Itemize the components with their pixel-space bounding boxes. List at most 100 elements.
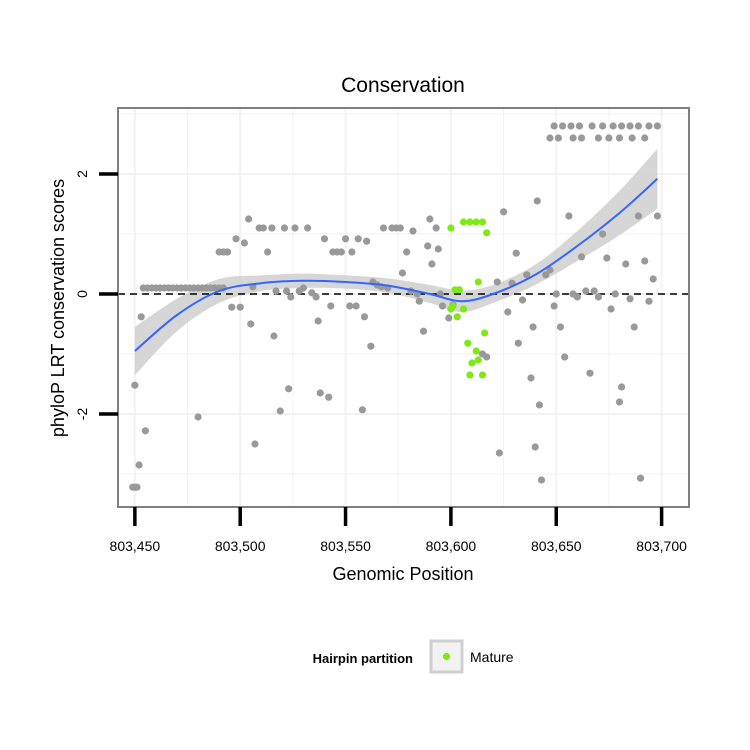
- other-point: [626, 295, 634, 303]
- other-point: [304, 224, 312, 232]
- other-point: [240, 239, 249, 247]
- other-point: [645, 297, 653, 305]
- other-point: [135, 461, 143, 469]
- legend: Hairpin partition Mature: [313, 639, 514, 674]
- other-point: [409, 227, 417, 235]
- other-point: [316, 389, 324, 397]
- smooth-curve: [134, 178, 659, 352]
- other-point: [194, 413, 202, 421]
- x-tick-label: 803,450: [110, 538, 161, 554]
- mature-point: [455, 286, 463, 294]
- ribbon-band: [134, 148, 658, 375]
- mature-point: [453, 313, 461, 321]
- other-point: [537, 476, 546, 484]
- other-point: [228, 303, 236, 311]
- other-point: [573, 293, 581, 301]
- mature-point: [459, 305, 468, 313]
- other-point: [282, 287, 291, 295]
- other-point: [567, 122, 575, 130]
- other-point: [247, 320, 255, 328]
- chart-title: Conservation: [341, 74, 465, 97]
- legend-key-mature: [429, 639, 464, 674]
- other-point: [396, 224, 404, 232]
- y-tick-label: 2: [74, 170, 90, 178]
- other-point: [518, 296, 527, 304]
- other-point: [594, 134, 602, 142]
- other-point: [141, 427, 149, 435]
- other-point: [415, 297, 423, 305]
- other-point: [285, 385, 293, 393]
- data-points: [129, 122, 661, 491]
- other-point: [419, 327, 428, 335]
- other-point: [280, 224, 289, 232]
- other-point: [626, 122, 634, 130]
- other-point: [527, 374, 535, 382]
- other-point: [649, 275, 657, 283]
- other-point: [499, 208, 508, 216]
- other-point: [272, 287, 280, 295]
- other-point: [352, 302, 360, 310]
- other-point: [312, 293, 320, 301]
- other-point: [276, 407, 284, 415]
- other-point: [445, 314, 453, 322]
- smooth-line: [134, 178, 659, 352]
- other-point: [628, 134, 636, 142]
- other-point: [611, 290, 619, 298]
- other-point: [268, 224, 276, 232]
- x-tick-label: 803,500: [215, 538, 266, 554]
- mature-point: [464, 339, 472, 347]
- other-point: [426, 215, 434, 223]
- other-point: [379, 224, 388, 232]
- legend-label-mature: Mature: [470, 649, 514, 665]
- other-point: [529, 323, 537, 331]
- mature-point: [449, 302, 457, 310]
- other-point: [325, 393, 333, 401]
- mature-point: [468, 359, 476, 367]
- other-point: [432, 224, 440, 232]
- mature-point: [466, 218, 474, 226]
- other-point: [483, 353, 491, 361]
- other-point: [569, 134, 577, 142]
- other-point: [424, 242, 432, 250]
- other-point: [493, 278, 501, 286]
- other-point: [603, 254, 611, 262]
- other-point: [270, 332, 278, 340]
- other-point: [617, 122, 626, 130]
- other-point: [558, 122, 567, 130]
- other-point: [346, 302, 354, 310]
- other-point: [337, 248, 345, 256]
- other-point: [546, 266, 554, 274]
- confidence-ribbon: [134, 148, 658, 375]
- mature-point: [459, 218, 468, 226]
- x-tick-label: 803,650: [531, 538, 582, 554]
- other-point: [360, 313, 369, 321]
- other-point: [514, 339, 522, 347]
- other-point: [504, 308, 512, 316]
- other-point: [341, 235, 350, 243]
- other-point: [223, 248, 232, 256]
- other-point: [263, 248, 272, 256]
- other-point: [577, 253, 586, 261]
- other-point: [495, 449, 503, 457]
- other-point: [641, 257, 649, 265]
- y-axis-title: phyloP LRT conservation scores: [48, 179, 68, 437]
- other-point: [438, 302, 447, 310]
- y-axis: -2 0 2: [74, 170, 118, 420]
- other-point: [622, 260, 630, 268]
- legend-mature-point: [442, 652, 451, 661]
- other-point: [617, 383, 626, 391]
- other-point: [605, 134, 613, 142]
- other-point: [363, 237, 371, 245]
- other-point: [348, 248, 356, 256]
- other-point: [554, 134, 562, 142]
- other-point: [133, 483, 141, 491]
- y-tick-label: -2: [74, 408, 90, 421]
- other-point: [531, 443, 539, 451]
- other-point: [535, 401, 544, 409]
- mature-point: [481, 329, 489, 337]
- mature-point: [478, 371, 487, 379]
- other-point: [550, 122, 558, 130]
- other-point: [599, 122, 607, 130]
- other-point: [291, 224, 299, 232]
